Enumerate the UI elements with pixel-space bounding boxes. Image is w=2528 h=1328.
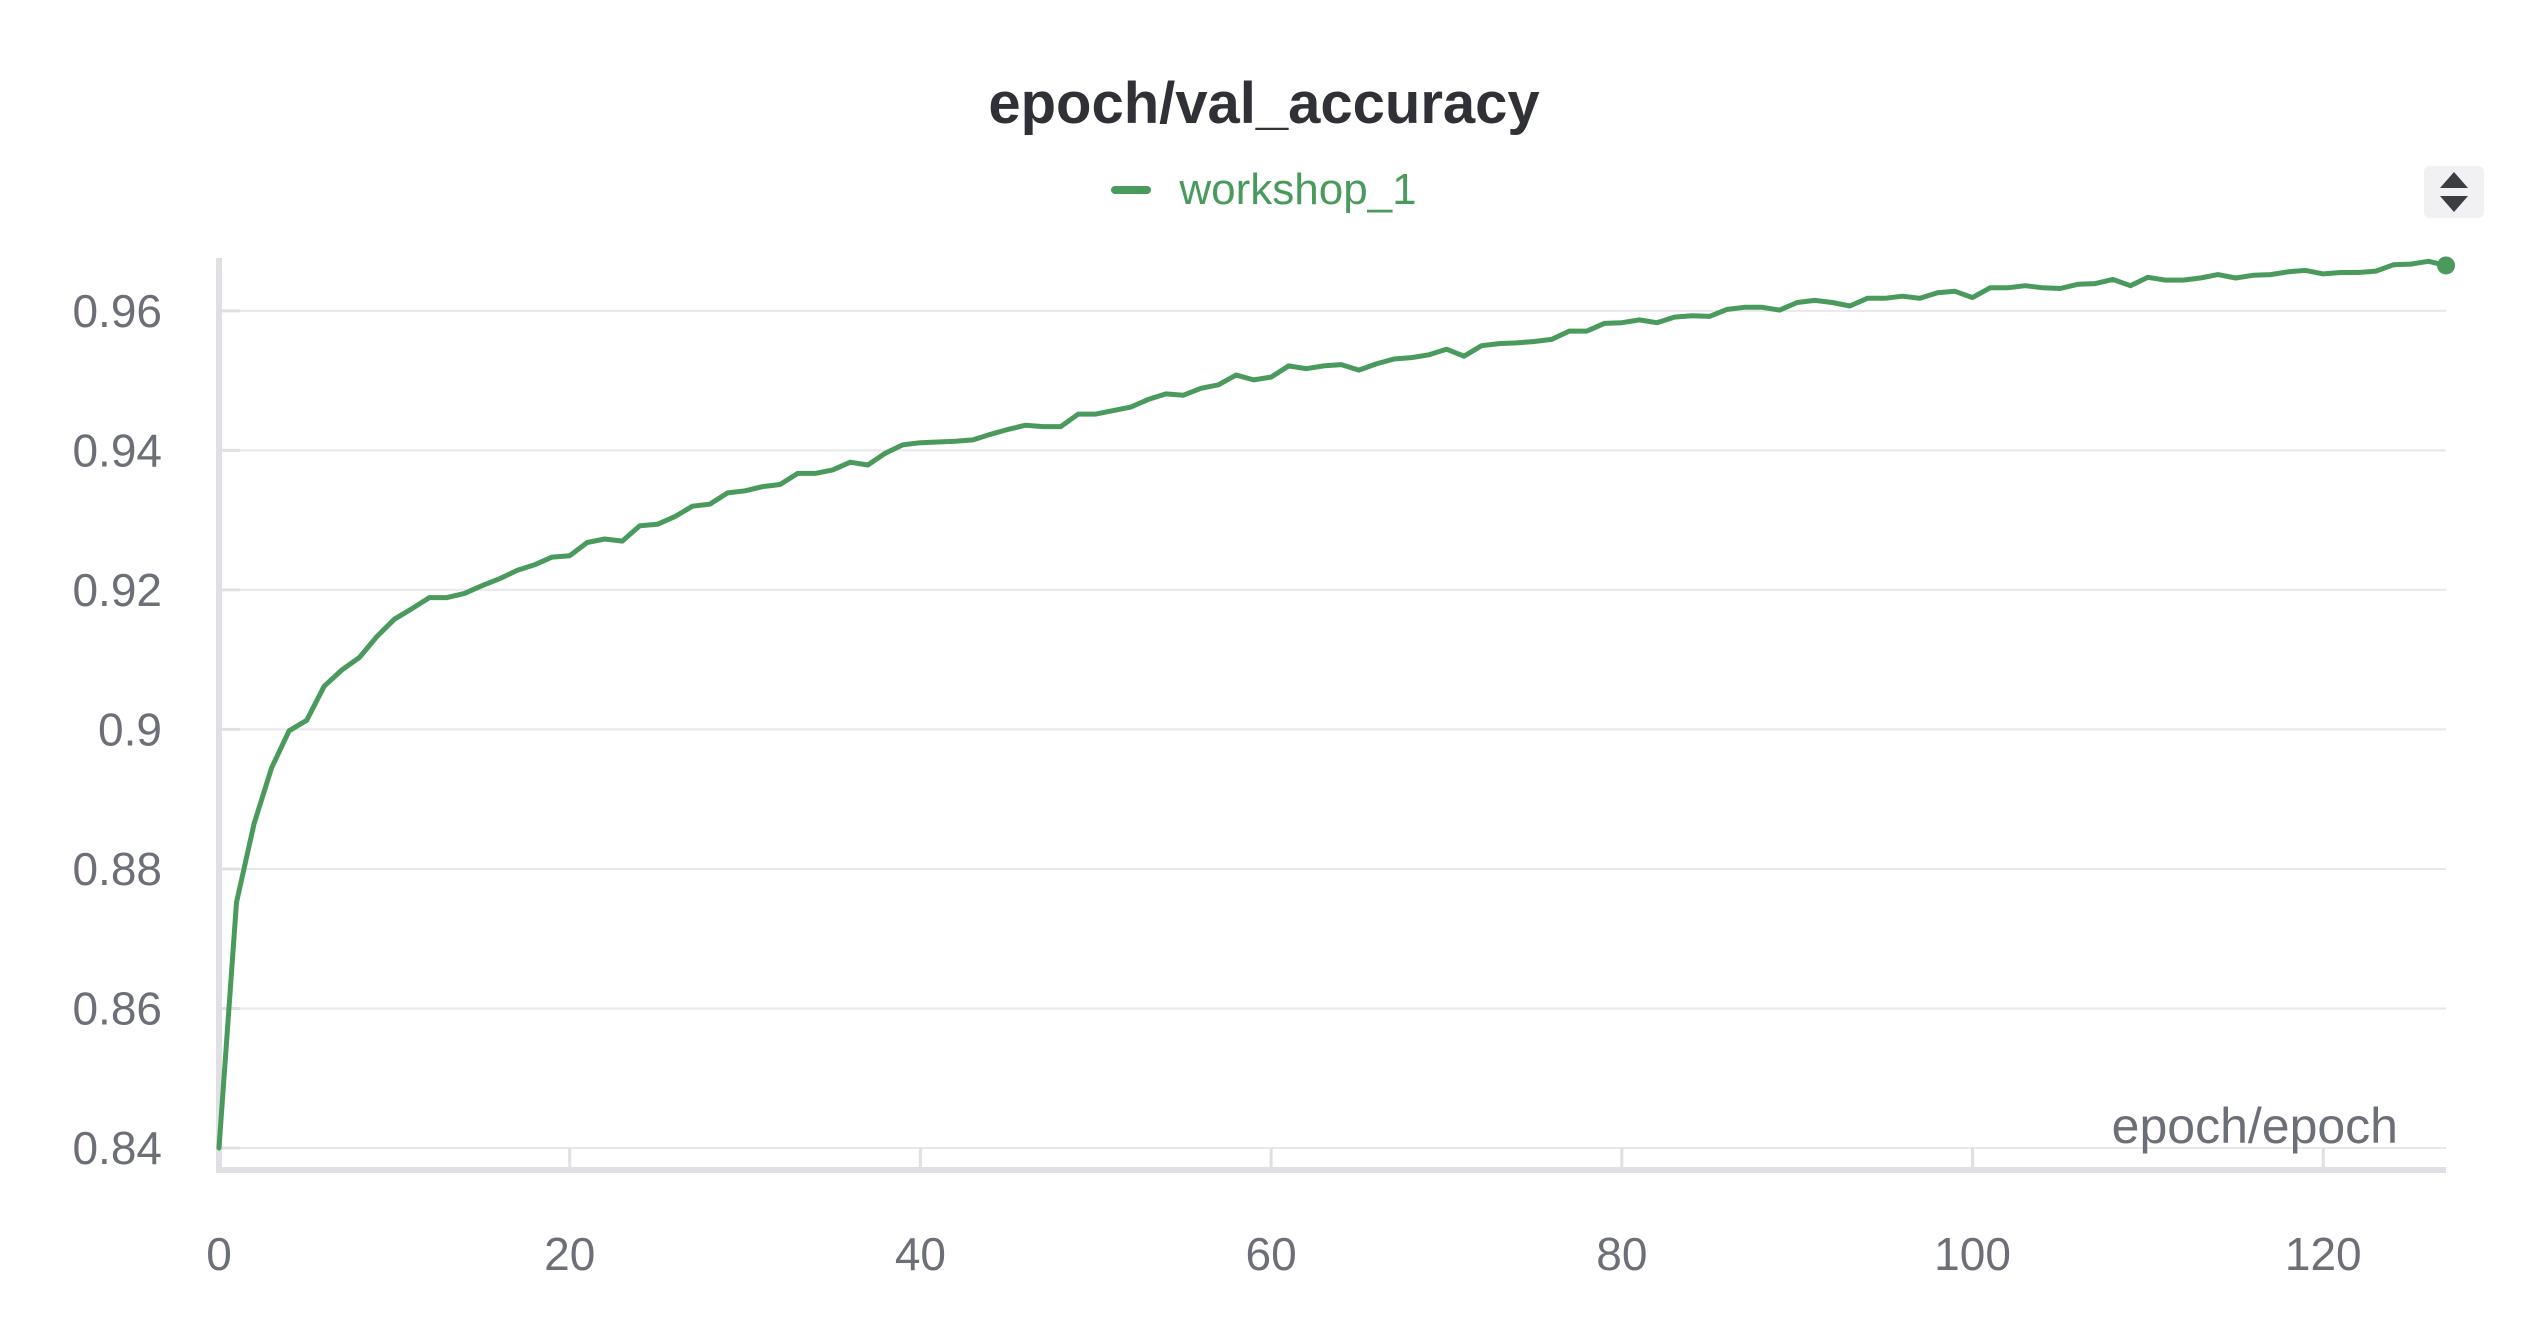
legend: workshop_1 — [0, 165, 2528, 215]
y-tick-label: 0.94 — [72, 424, 162, 476]
y-tick-label: 0.86 — [72, 982, 162, 1034]
y-tick-label: 0.84 — [72, 1122, 162, 1174]
series-end-point[interactable] — [2437, 256, 2455, 275]
legend-swatch — [1111, 186, 1152, 194]
series-line-workshop_1[interactable] — [216, 258, 2449, 1151]
chart-title: epoch/val_accuracy — [988, 71, 1540, 136]
x-axis-title: epoch/epoch — [2112, 1098, 2398, 1154]
sort-icon — [2440, 172, 2468, 212]
x-tick-label: 100 — [1934, 1228, 2011, 1280]
x-tick-label: 40 — [895, 1228, 946, 1280]
y-tick-label: 0.92 — [72, 564, 162, 616]
y-tick-label: 0.96 — [72, 285, 162, 337]
x-tick-label: 20 — [544, 1228, 595, 1280]
chart-menu-button[interactable] — [2424, 166, 2484, 218]
x-tick-label: 60 — [1246, 1228, 1297, 1280]
x-tick-label: 120 — [2285, 1228, 2362, 1280]
legend-label: workshop_1 — [1179, 165, 1417, 214]
y-tick-label: 0.88 — [72, 843, 162, 895]
x-tick-label: 0 — [206, 1228, 232, 1280]
x-tick-label: 80 — [1596, 1228, 1647, 1280]
y-tick-label: 0.9 — [98, 703, 162, 755]
